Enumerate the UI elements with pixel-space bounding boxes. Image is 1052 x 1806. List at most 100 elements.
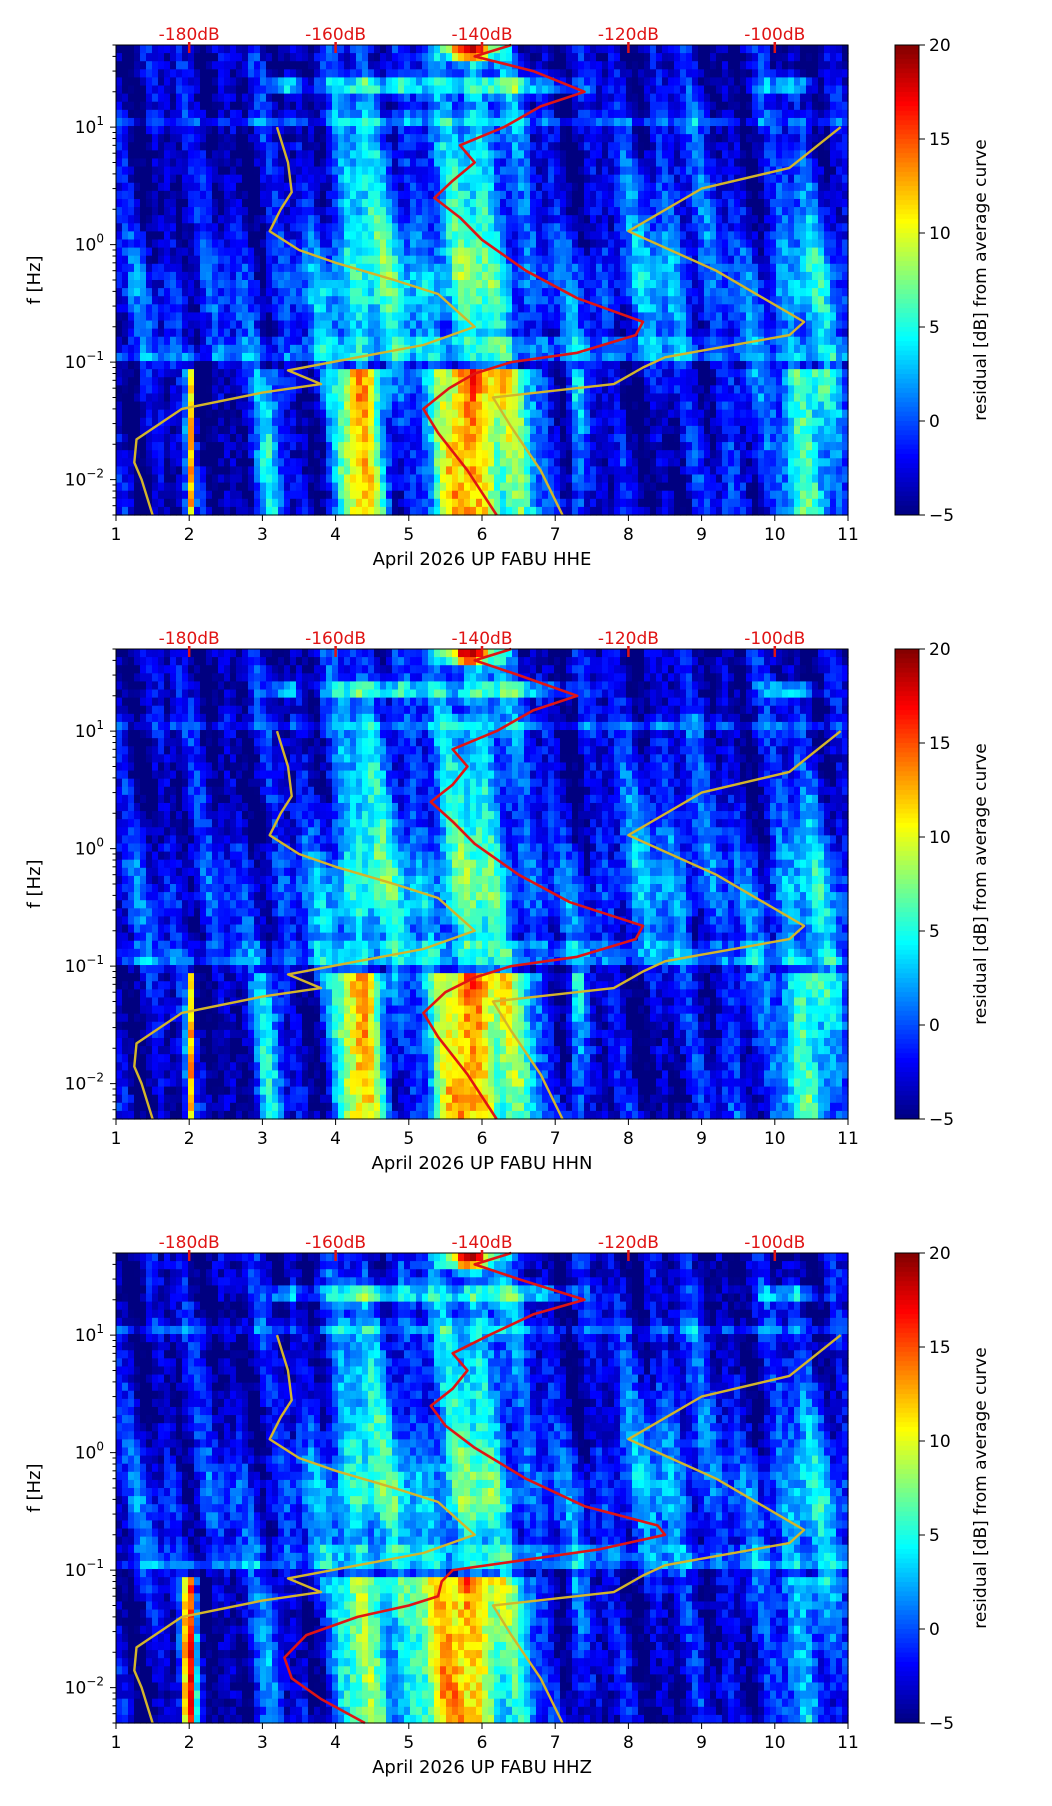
heatmap-cell (260, 426, 267, 435)
heatmap-cell (308, 329, 315, 338)
heatmap-cell (278, 434, 285, 443)
heatmap-cell (590, 450, 597, 459)
heatmap-cell (332, 507, 339, 516)
heatmap-cell (152, 61, 159, 70)
heatmap-cell (620, 345, 627, 354)
heatmap-cell (224, 272, 231, 281)
heatmap-cell (152, 296, 159, 305)
heatmap-cell (254, 312, 261, 321)
heatmap-cell (620, 215, 627, 224)
heatmap-cell (194, 77, 201, 86)
heatmap-cell (338, 167, 345, 176)
heatmap-cell (464, 507, 471, 516)
heatmap-cell (146, 175, 153, 184)
heatmap-cell (122, 499, 129, 508)
heatmap-cell (584, 158, 591, 167)
heatmap-cell (200, 53, 207, 62)
heatmap-cell (524, 158, 531, 167)
heatmap-cell (152, 126, 159, 135)
heatmap-cell (566, 264, 573, 273)
heatmap-cell (302, 223, 309, 232)
heatmap-cell (188, 215, 195, 224)
heatmap-cell (344, 410, 351, 419)
heatmap-cell (140, 69, 147, 78)
heatmap-cell (236, 126, 243, 135)
heatmap-cell (530, 345, 537, 354)
heatmap-cell (224, 94, 231, 103)
heatmap-cell (404, 426, 411, 435)
heatmap-cell (428, 272, 435, 281)
heatmap-cell (278, 272, 285, 281)
heatmap-cell (338, 94, 345, 103)
heatmap-cell (548, 361, 555, 370)
heatmap-cell (260, 337, 267, 346)
heatmap-cell (596, 94, 603, 103)
heatmap-cell (170, 150, 177, 159)
heatmap-cell (488, 199, 495, 208)
heatmap-cell (506, 86, 513, 95)
heatmap-cell (506, 377, 513, 386)
heatmap-cell (608, 434, 615, 443)
heatmap-cell (290, 256, 297, 265)
heatmap-cell (296, 191, 303, 200)
heatmap-cell (614, 86, 621, 95)
heatmap-cell (524, 345, 531, 354)
heatmap-cell (368, 158, 375, 167)
heatmap-cell (602, 499, 609, 508)
heatmap-cell (626, 499, 633, 508)
heatmap-cell (416, 321, 423, 330)
heatmap-cell (410, 167, 417, 176)
heatmap-cell (494, 410, 501, 419)
heatmap-cell (284, 361, 291, 370)
heatmap-cell (380, 483, 387, 492)
heatmap-cell (146, 45, 153, 54)
heatmap-cell (476, 321, 483, 330)
heatmap-cell (242, 458, 249, 467)
heatmap-cell (350, 491, 357, 500)
heatmap-cell (260, 280, 267, 289)
heatmap-cell (164, 167, 171, 176)
heatmap-cell (620, 385, 627, 394)
heatmap-cell (182, 361, 189, 370)
heatmap-cell (536, 337, 543, 346)
heatmap-cell (338, 499, 345, 508)
heatmap-cell (260, 158, 267, 167)
heatmap-cell (548, 110, 555, 119)
heatmap-cell (470, 402, 477, 411)
heatmap-cell (608, 345, 615, 354)
heatmap-cell (494, 239, 501, 248)
heatmap-cell (458, 158, 465, 167)
heatmap-cell (212, 102, 219, 111)
heatmap-cell (602, 61, 609, 70)
heatmap-cell (560, 466, 567, 475)
heatmap-cell (284, 288, 291, 297)
heatmap-cell (602, 183, 609, 192)
heatmap-cell (116, 491, 123, 500)
heatmap-cell (398, 126, 405, 135)
heatmap-cell (590, 199, 597, 208)
heatmap-cell (146, 321, 153, 330)
heatmap-cell (284, 312, 291, 321)
heatmap-cell (512, 458, 519, 467)
heatmap-cell (116, 385, 123, 394)
heatmap-cell (146, 450, 153, 459)
heatmap-cell (188, 466, 195, 475)
heatmap-cell (434, 134, 441, 143)
heatmap-cell (380, 458, 387, 467)
heatmap-cell (248, 466, 255, 475)
heatmap-cell (488, 94, 495, 103)
heatmap-cell (188, 134, 195, 143)
heatmap-cell (614, 272, 621, 281)
heatmap-cell (458, 134, 465, 143)
heatmap-cell (584, 312, 591, 321)
heatmap-cell (326, 483, 333, 492)
heatmap-cell (242, 321, 249, 330)
heatmap-cell (542, 426, 549, 435)
heatmap-cell (230, 288, 237, 297)
heatmap-cell (452, 126, 459, 135)
heatmap-cell (296, 434, 303, 443)
heatmap-cell (320, 61, 327, 70)
heatmap-cell (260, 393, 267, 402)
heatmap-cell (482, 483, 489, 492)
heatmap-cell (614, 450, 621, 459)
